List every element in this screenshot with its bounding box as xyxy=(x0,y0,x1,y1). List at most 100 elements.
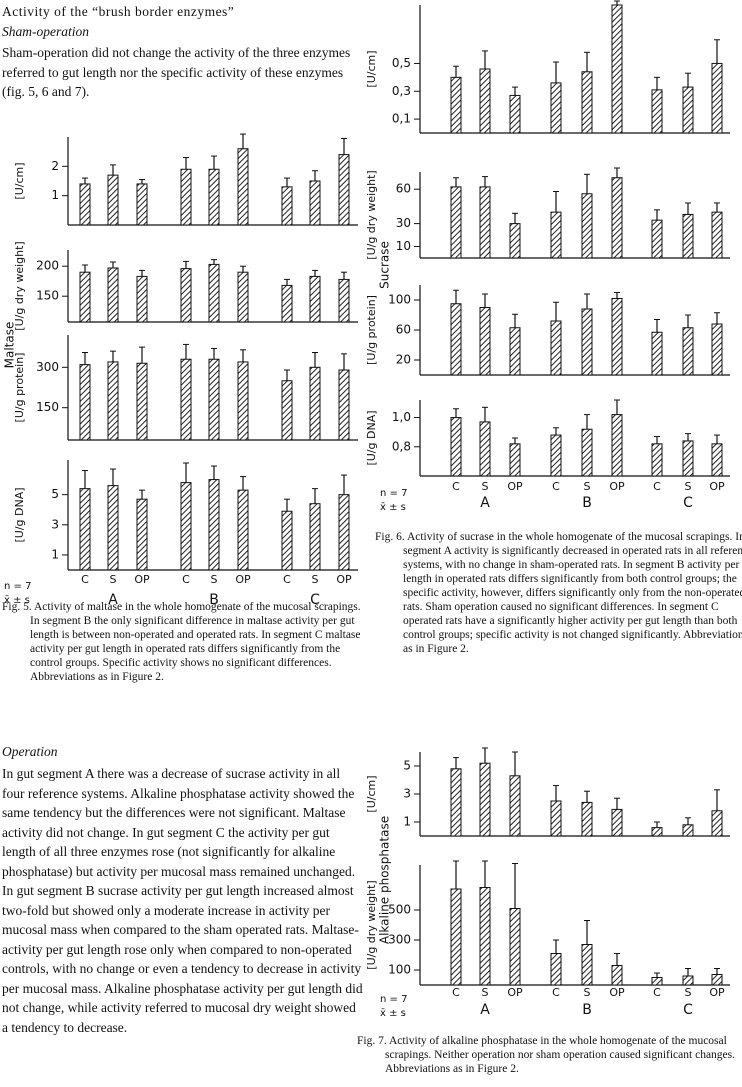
x-tick-label: S xyxy=(685,986,692,999)
y-tick-label: 500 xyxy=(388,903,411,917)
bar xyxy=(509,327,521,376)
x-tick-label: C xyxy=(452,480,460,493)
x-tick-label: C xyxy=(182,573,190,586)
bar xyxy=(281,186,293,226)
x-tick-label: S xyxy=(312,573,319,586)
bar xyxy=(208,263,220,323)
y-axis-label: [U/g protein] xyxy=(13,353,26,423)
bar xyxy=(107,361,119,441)
bar xyxy=(509,908,521,986)
x-tick-label: OP xyxy=(609,986,625,999)
bar xyxy=(550,434,562,477)
y-tick-label: 0,3 xyxy=(392,84,411,98)
n-label: n = 7 xyxy=(380,488,407,499)
bar xyxy=(450,888,462,986)
x-tick-label: OP xyxy=(336,573,352,586)
bar xyxy=(509,94,521,134)
bar xyxy=(711,211,723,259)
y-tick-label: 0,5 xyxy=(392,56,411,70)
x-tick-label: C xyxy=(283,573,291,586)
bar xyxy=(479,307,491,376)
y-tick-label: 20 xyxy=(396,353,411,367)
stat-label: x̄ ± s xyxy=(4,595,30,606)
x-tick-label: S xyxy=(685,480,692,493)
y-axis-label: [U/g dry weight] xyxy=(13,241,26,330)
y-axis-label: [U/g DNA] xyxy=(13,487,26,542)
bar xyxy=(208,168,220,226)
x-tick-label: S xyxy=(584,480,591,493)
bar xyxy=(338,494,350,571)
y-tick-label: 100 xyxy=(388,293,411,307)
bar xyxy=(479,887,491,986)
bar xyxy=(180,358,192,441)
bar xyxy=(237,361,249,441)
bar xyxy=(711,62,723,134)
y-axis-label: [U/g dry weight] xyxy=(365,170,378,259)
y-tick-label: 3 xyxy=(403,787,411,801)
y-axis-label: [U/cm] xyxy=(365,775,378,812)
x-tick-label: C xyxy=(653,480,661,493)
bar xyxy=(682,975,694,986)
bar xyxy=(79,364,91,441)
n-label: n = 7 xyxy=(380,994,407,1005)
bar xyxy=(711,443,723,477)
enzyme-label: Alkaline phosphatase xyxy=(378,816,392,944)
bar xyxy=(208,358,220,441)
bar xyxy=(450,303,462,376)
group-label: B xyxy=(582,1002,592,1018)
group-label: A xyxy=(480,1002,490,1018)
group-label: A xyxy=(480,495,490,511)
y-tick-label: 5 xyxy=(51,487,59,501)
bar xyxy=(338,369,350,441)
y-tick-label: 5 xyxy=(403,759,411,773)
bar xyxy=(136,183,148,226)
fig5-caption: Fig. 5. Activity of maltase in the whole… xyxy=(2,601,361,683)
bar xyxy=(479,421,491,477)
y-tick-label: 150 xyxy=(36,400,59,414)
bar xyxy=(550,953,562,986)
y-tick-label: 2 xyxy=(51,159,59,173)
x-tick-label: S xyxy=(110,573,117,586)
y-tick-label: 1 xyxy=(403,815,411,829)
x-tick-label: C xyxy=(552,480,560,493)
bar xyxy=(479,68,491,134)
section-title: Activity of the “brush border enzymes” xyxy=(2,4,235,19)
bar xyxy=(309,366,321,441)
bar xyxy=(651,89,663,134)
bar xyxy=(682,824,694,837)
sham-heading: Sham-operation xyxy=(2,24,89,39)
x-tick-label: S xyxy=(211,573,218,586)
bar xyxy=(581,944,593,986)
x-tick-label: C xyxy=(452,986,460,999)
bar xyxy=(338,278,350,323)
x-tick-label: S xyxy=(584,986,591,999)
bar xyxy=(651,827,663,837)
bar xyxy=(79,183,91,226)
bar xyxy=(611,4,623,134)
operation-text: In gut segment A there was a decrease of… xyxy=(2,766,363,1035)
bar xyxy=(550,211,562,259)
y-tick-label: 300 xyxy=(388,933,411,947)
bar xyxy=(550,82,562,134)
y-tick-label: 1 xyxy=(51,547,59,561)
bar xyxy=(581,428,593,477)
bar xyxy=(79,271,91,323)
n-label: n = 7 xyxy=(4,581,31,592)
fig6-caption: Fig. 6. Activity of sucrase in the whole… xyxy=(375,531,742,655)
bar xyxy=(550,800,562,837)
bar xyxy=(550,320,562,376)
x-tick-label: S xyxy=(482,480,489,493)
y-tick-label: 60 xyxy=(396,323,411,337)
bar xyxy=(237,148,249,226)
y-tick-label: 150 xyxy=(36,289,59,303)
bar xyxy=(136,275,148,323)
y-tick-label: 60 xyxy=(396,182,411,196)
y-axis-label: [U/g DNA] xyxy=(365,410,378,465)
bar xyxy=(611,298,623,376)
bar xyxy=(136,362,148,441)
bar xyxy=(611,177,623,259)
bar xyxy=(682,440,694,477)
bar xyxy=(237,271,249,323)
bar xyxy=(309,275,321,323)
